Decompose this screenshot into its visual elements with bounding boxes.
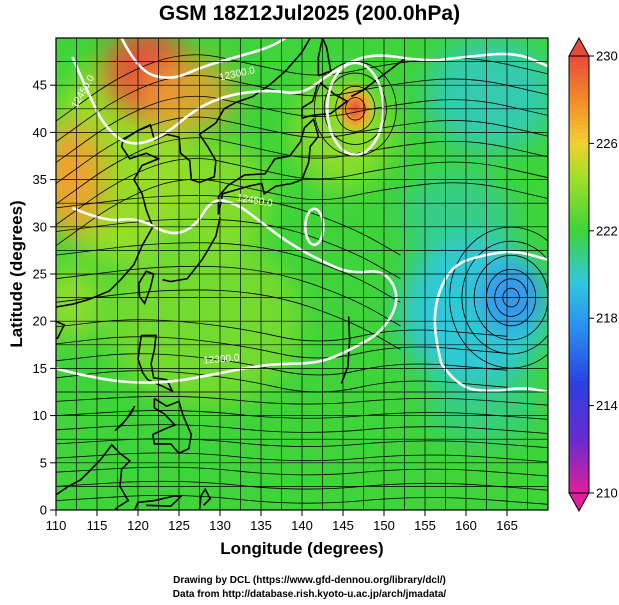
height-contour [440,362,548,394]
y-tick-label: 45 [33,78,47,93]
height-contour [56,199,398,384]
colorbar-tick-label: 214 [596,398,618,413]
y-tick-label: 15 [33,361,47,376]
y-tick-label: 20 [33,314,47,329]
y-axis-ticks: 0 5 10 15 20 25 30 35 40 45 [33,78,56,518]
colorbar-tick-label: 222 [596,223,618,238]
x-tick-label: 145 [332,518,354,533]
shading-patch [138,56,237,133]
colorbar-tick-label: 230 [596,49,618,64]
x-tick-label: 150 [373,518,395,533]
x-tick-label: 165 [496,518,518,533]
streamline [56,452,548,463]
height-contour [433,250,548,365]
coastline [151,397,193,455]
y-tick-label: 0 [40,503,47,518]
colorbar-min-arrow [568,492,590,513]
y-tick-label: 30 [33,219,47,234]
colorbar: 230 226 222 218 214 210 [568,36,618,513]
y-tick-label: 10 [33,408,47,423]
colorbar-scale [568,55,590,494]
streamline [56,410,548,420]
colorbar-tick-label: 226 [596,136,618,151]
x-tick-label: 140 [291,518,313,533]
credit-dcl: Drawing by DCL (https://www.gfd-dennou.o… [173,575,446,586]
y-tick-label: 5 [40,455,47,470]
coastline [56,443,131,510]
streamline [56,466,548,477]
credit-data-source: Data from http://database.rish.kyoto-u.a… [172,589,447,600]
x-tick-label: 115 [87,518,108,533]
shading-patch [425,368,540,444]
y-axis-title: Latitude (degrees) [7,200,26,347]
colorbar-tick-label: 218 [596,311,618,326]
x-tick-label: 160 [455,518,477,533]
height-contour [120,38,287,79]
x-axis-title: Longitude (degrees) [220,539,383,558]
streamline [56,424,548,434]
streamline [56,480,548,491]
colorbar-ticks: 230 226 222 218 214 210 [589,49,618,501]
grid-lines [56,38,548,510]
x-tick-label: 110 [46,518,67,533]
coastline [340,316,351,384]
map-title: GSM 18Z12Jul2025 (200.0hPa) [158,2,461,25]
colorbar-max-arrow [568,36,590,57]
shading-patch [56,264,106,341]
x-tick-label: 130 [209,518,231,533]
y-tick-label: 35 [33,172,47,187]
x-tick-label: 125 [168,518,190,533]
streamline [56,438,548,449]
x-tick-label: 135 [250,518,272,533]
x-axis-ticks: 110 115 120 125 130 135 140 145 150 155 160 165 [46,510,518,533]
x-tick-label: 155 [414,518,436,533]
x-tick-label: 120 [127,518,149,533]
streamline [56,395,548,406]
coastline [162,217,221,283]
coastline [198,487,212,510]
coastline [217,117,320,215]
contour-label: 12300.0 [203,353,240,367]
y-tick-label: 40 [33,125,47,140]
coastline [350,58,405,98]
streamline [56,495,548,505]
coastline [317,38,332,77]
colorbar-tick-label: 210 [596,486,618,501]
y-tick-label: 25 [33,267,47,282]
coastline [56,320,66,340]
